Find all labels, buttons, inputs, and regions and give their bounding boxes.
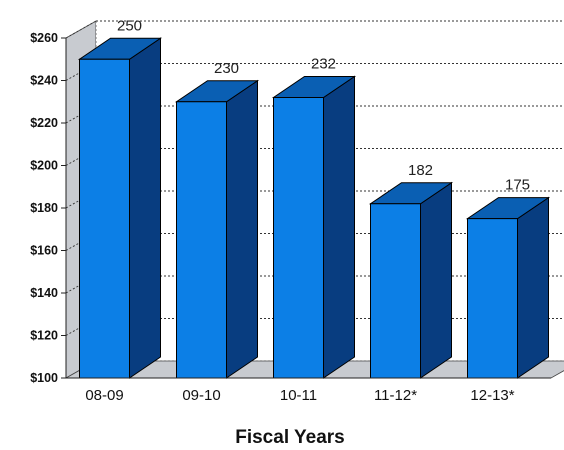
bar-side	[517, 196, 549, 379]
y-tick-label: $260	[30, 31, 58, 45]
bar-side	[420, 181, 452, 379]
y-tick-label: $140	[30, 286, 58, 300]
data-labels: 250 230 232 182 175	[117, 17, 530, 193]
bar	[174, 79, 260, 379]
data-label: 232	[311, 56, 336, 73]
bar	[465, 196, 551, 379]
x-tick-label: 10-11	[280, 387, 317, 404]
y-tick-label: $200	[30, 159, 58, 173]
x-tick-label: 08-09	[85, 387, 123, 404]
bar-front	[176, 101, 227, 379]
bar-side	[323, 75, 355, 379]
y-tick-label: $180	[30, 201, 58, 215]
bar-front	[370, 203, 421, 379]
gridline-side	[65, 20, 97, 39]
y-tick-label: $120	[30, 329, 58, 343]
x-tick-label: 11-12*	[374, 387, 417, 404]
x-axis-title: Fiscal Years	[235, 427, 345, 448]
y-axis: $100 $120 $140 $160 $180 $200 $220 $240 $260	[30, 31, 67, 385]
data-label: 250	[117, 17, 142, 34]
data-label: 230	[214, 60, 239, 77]
bars	[77, 37, 551, 379]
x-axis: 08-09 09-10 10-11 11-12* 12-13*	[66, 377, 551, 404]
bar-side	[226, 79, 258, 379]
y-tick-label: $160	[30, 244, 58, 258]
y-tick-label: $220	[30, 116, 58, 130]
bar-front	[273, 97, 324, 379]
y-tick-label: $240	[30, 74, 58, 88]
x-tick-label: 09-10	[182, 387, 220, 404]
bar-front	[467, 218, 518, 379]
bar-front	[79, 58, 130, 379]
x-tick-label: 12-13*	[470, 387, 514, 404]
data-label: 175	[505, 177, 530, 194]
bar-side	[129, 37, 161, 379]
bar	[271, 75, 357, 379]
bar	[77, 37, 163, 379]
y-tick-label: $100	[30, 371, 58, 385]
data-label: 182	[408, 162, 433, 179]
bar	[368, 181, 454, 379]
